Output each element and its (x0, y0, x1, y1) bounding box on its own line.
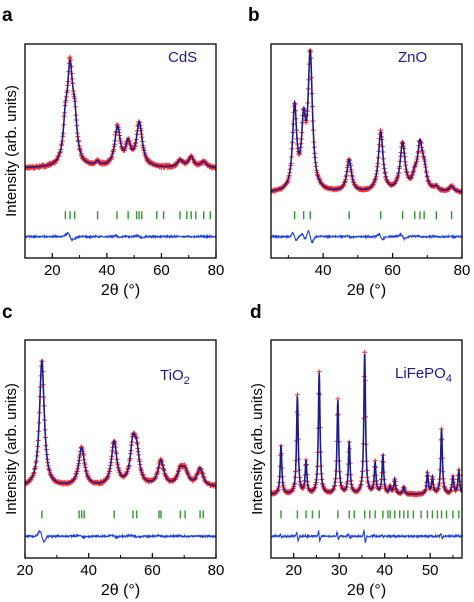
observed-series (271, 47, 462, 195)
bragg-ticks (280, 510, 460, 519)
x-tick-label: 60 (384, 262, 401, 279)
x-tick-label: 30 (331, 562, 348, 579)
x-tick-label: 80 (208, 562, 225, 579)
plot-area (271, 47, 462, 244)
plot-area (25, 54, 216, 242)
x-tick-label: 20 (285, 562, 302, 579)
x-axis-label: 2θ (°) (101, 582, 140, 599)
x-tick-label: 40 (99, 262, 116, 279)
axes-frame (270, 43, 463, 259)
panel-d: 20 30 40 50 d LiFePO4 2θ (°) Intensity (arb. un… (249, 302, 463, 599)
axes-frame (270, 339, 463, 559)
x-tick-label: 60 (144, 562, 161, 579)
calculated-series (25, 358, 216, 487)
x-axis-label: 2θ (°) (347, 282, 386, 299)
y-axis-label: Intensity (arb. units) (249, 383, 266, 515)
panel-letter: a (2, 5, 13, 26)
calculated-series (271, 354, 462, 495)
plot-area (25, 358, 216, 544)
panel-letter: d (250, 302, 262, 323)
observed-point (362, 349, 368, 355)
material-label: CdS (168, 49, 197, 66)
y-axis-label: Intensity (arb. units) (3, 85, 20, 217)
x-tick-label: 40 (376, 562, 393, 579)
observed-series (25, 54, 216, 171)
bragg-ticks (64, 211, 211, 220)
x-axis-label: 2θ (°) (101, 282, 140, 299)
material-label: LiFePO4 (395, 365, 452, 385)
x-tick-label: 80 (208, 262, 225, 279)
x-tick-label: 40 (315, 262, 332, 279)
bragg-ticks (41, 510, 204, 519)
panel-letter: c (2, 302, 13, 323)
x-axis-label: 2θ (°) (347, 582, 386, 599)
panel-letter: b (248, 5, 260, 26)
difference-series (271, 229, 462, 244)
difference-series (271, 528, 462, 544)
x-tick-label: 50 (422, 562, 439, 579)
x-tick-label: 40 (80, 562, 97, 579)
panel-b: 40 60 80 b ZnO 2θ (°) (248, 5, 470, 299)
x-tick-label: 60 (153, 262, 170, 279)
calculated-series (25, 58, 216, 169)
axes-frame (24, 339, 217, 559)
difference-series (25, 529, 216, 544)
material-label: TiO2 (160, 367, 190, 387)
x-tick-label: 80 (454, 262, 471, 279)
material-label: ZnO (398, 49, 427, 66)
x-tick-label: 20 (17, 562, 34, 579)
axes-frame (24, 43, 217, 259)
panel-a: 20 40 60 80 a CdS 2θ (°) Intensity (arb. units) (2, 5, 224, 299)
y-axis-label: Intensity (arb. units) (3, 383, 20, 515)
calculated-series (271, 49, 462, 193)
difference-series (25, 231, 216, 242)
panel-c: 20 40 60 80 c TiO2 2θ (°) Intensity (arb. units… (2, 302, 224, 599)
plot-area (271, 349, 462, 544)
x-tick-label: 20 (44, 262, 61, 279)
bragg-ticks (293, 211, 453, 220)
